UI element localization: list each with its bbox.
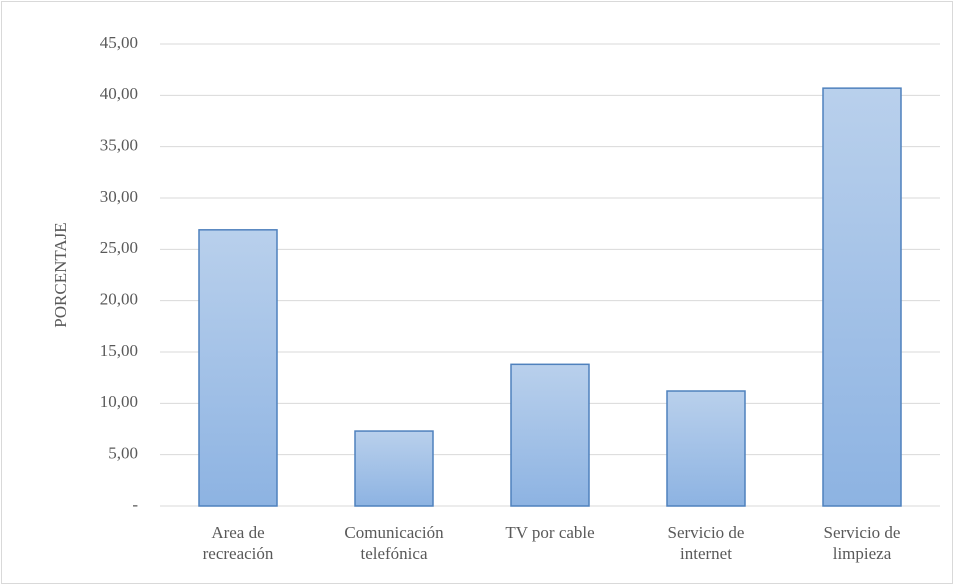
y-tick-label: 10,00 [100,392,138,411]
y-tick-label: 40,00 [100,84,138,103]
x-tick-label: Servicio de limpieza [823,523,901,563]
bar [822,87,902,507]
y-tick-label: 25,00 [100,238,138,257]
y-tick-label: 45,00 [100,33,138,52]
bar [666,390,746,507]
y-tick-label: - [132,495,138,514]
x-tick-label: Area de recreación [202,523,274,563]
y-tick-label: 30,00 [100,187,138,206]
x-tick-label: Servicio de internet [667,523,745,563]
x-tick-label: TV por cable [505,523,595,542]
y-tick-label: 35,00 [100,136,138,155]
bar [198,229,278,507]
bar [510,363,590,507]
y-tick-label: 5,00 [108,444,138,463]
y-axis-label: PORCENTAJE [51,222,70,327]
y-tick-label: 20,00 [100,290,138,309]
bar [354,430,434,507]
x-tick-label: Comunicación telefónica [344,523,444,563]
y-tick-label: 15,00 [100,341,138,360]
